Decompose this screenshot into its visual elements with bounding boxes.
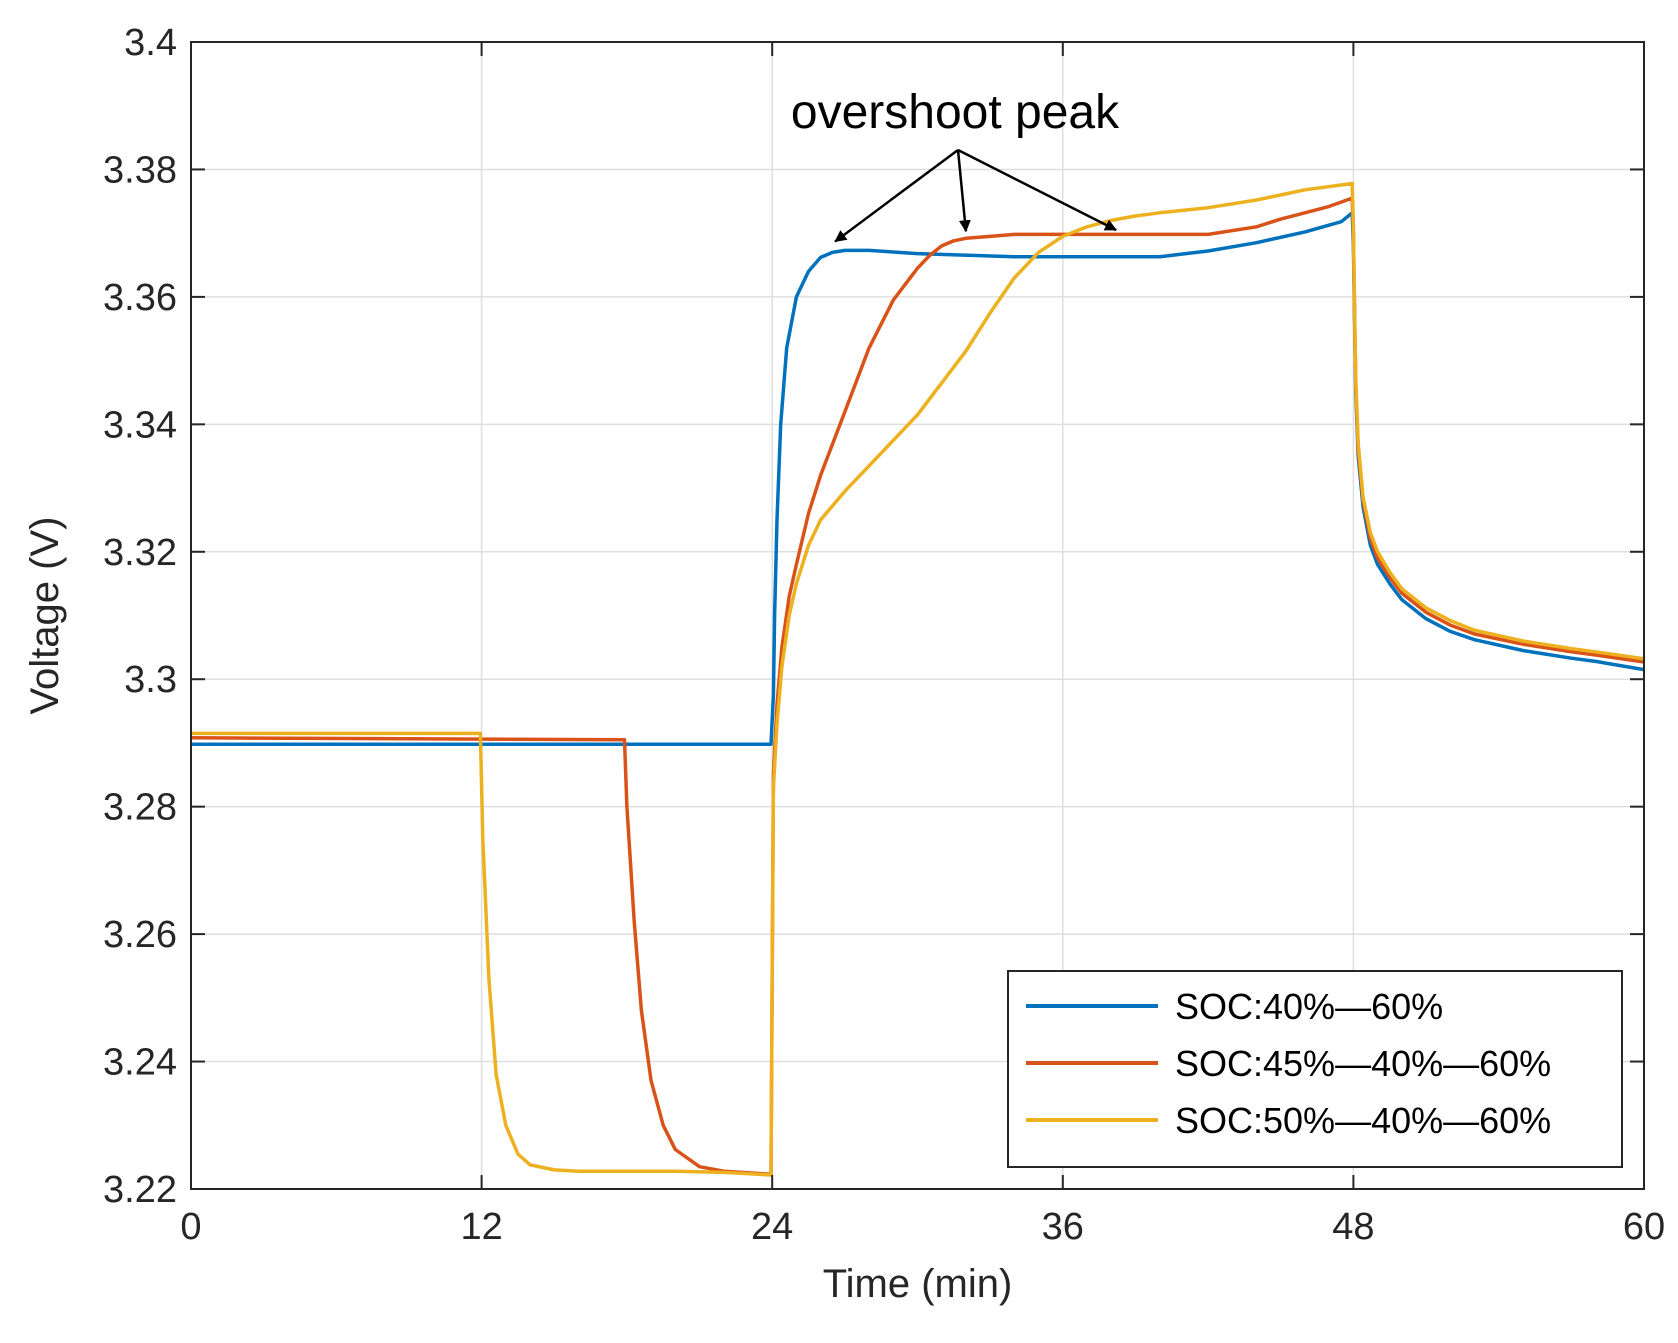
y-tick-label: 3.4 xyxy=(124,22,177,64)
x-tick-label: 0 xyxy=(180,1206,201,1248)
y-axis-label: Voltage (V) xyxy=(23,517,67,715)
annotation-arrow xyxy=(834,148,959,243)
series-line-1 xyxy=(191,211,1644,746)
y-tick-label: 3.32 xyxy=(103,532,177,574)
plot-frame xyxy=(190,41,1645,1190)
x-tick-label: 48 xyxy=(1332,1206,1374,1248)
series-line-3 xyxy=(191,181,1644,1177)
grid-lines xyxy=(190,41,1645,1190)
y-tick-label: 3.36 xyxy=(103,277,177,319)
y-tick-label: 3.22 xyxy=(103,1169,177,1211)
y-tick-label: 3.24 xyxy=(103,1042,177,1084)
axis-ticks: 0 12 24 36 48 60 3.22 3.24 3.26 3.28 3.3 3.32 3.34 3.… xyxy=(103,22,1665,1248)
overshoot-annotation: overshoot peak xyxy=(791,86,1120,243)
x-axis-label: Time (min) xyxy=(823,1262,1013,1306)
series-line-2 xyxy=(191,196,1644,1177)
y-tick-label: 3.34 xyxy=(103,404,177,446)
legend-label-3: SOC:50%—40%—60% xyxy=(1175,1100,1551,1141)
x-tick-label: 12 xyxy=(460,1206,502,1248)
legend-box xyxy=(1007,970,1623,1168)
annotation-arrow xyxy=(957,148,1117,232)
legend: SOC:40%—60% SOC:45%—40%—60% SOC:50%—40%—60… xyxy=(1007,970,1623,1168)
y-tick-label: 3.26 xyxy=(103,914,177,956)
annotation-arrow xyxy=(956,149,971,233)
x-tick-label: 24 xyxy=(751,1206,793,1248)
y-tick-label: 3.3 xyxy=(124,659,177,701)
y-tick-label: 3.38 xyxy=(103,149,177,191)
y-tick-label: 3.28 xyxy=(103,787,177,829)
annotation-text: overshoot peak xyxy=(791,86,1120,139)
series-lines xyxy=(191,181,1644,1177)
x-tick-label: 36 xyxy=(1042,1206,1084,1248)
x-tick-label: 60 xyxy=(1623,1206,1665,1248)
legend-label-1: SOC:40%—60% xyxy=(1175,986,1443,1027)
legend-label-2: SOC:45%—40%—60% xyxy=(1175,1043,1551,1084)
